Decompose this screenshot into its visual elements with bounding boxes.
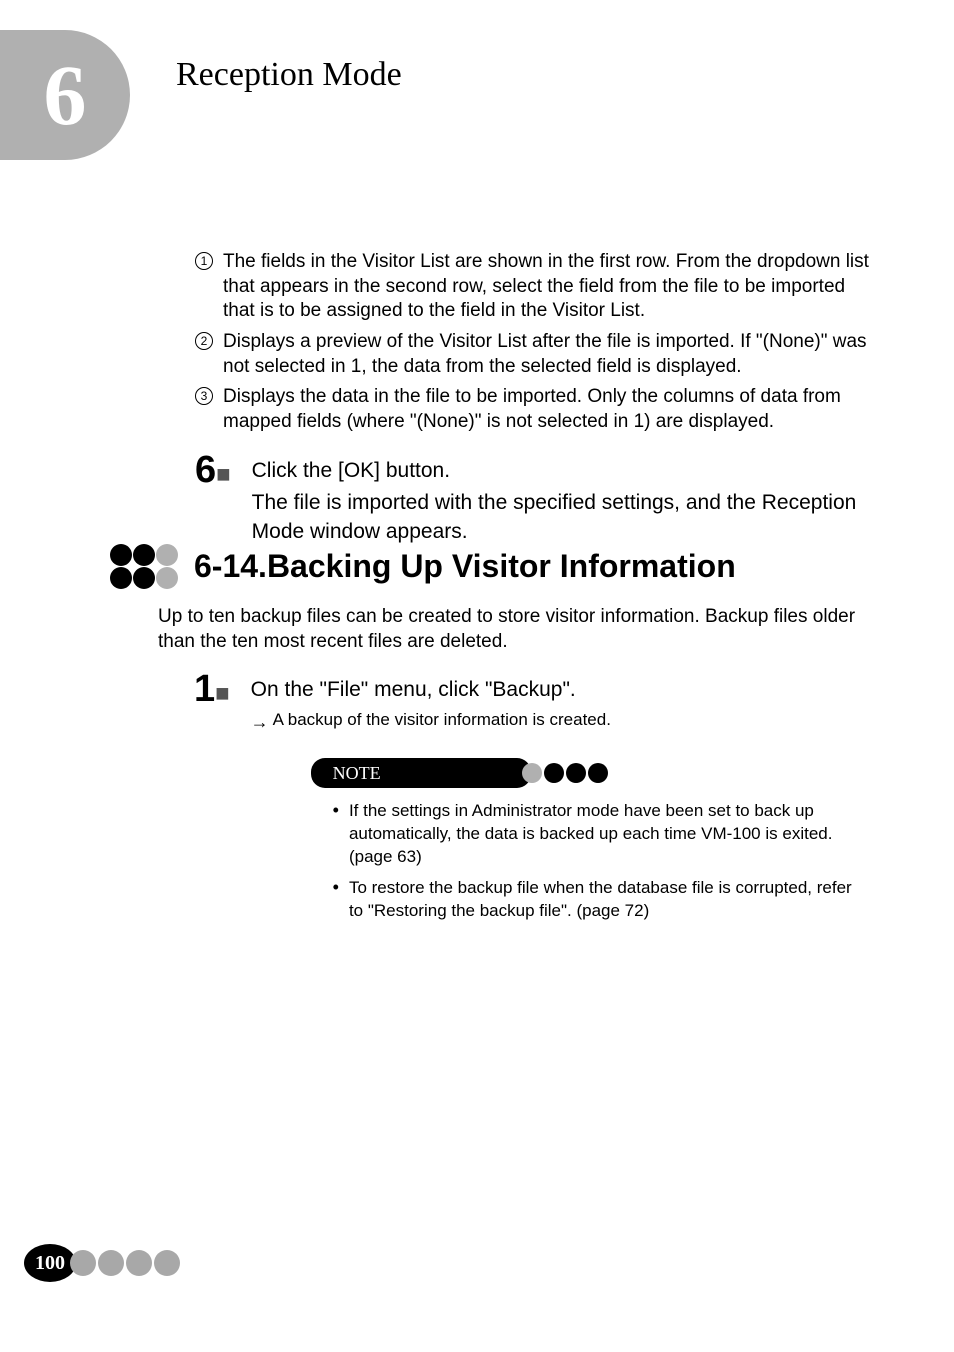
- section-dots-icon: [110, 544, 178, 589]
- chapter-badge: 6: [0, 30, 130, 160]
- footer: 100: [24, 1244, 180, 1282]
- note-bullet-item: • To restore the backup file when the da…: [333, 877, 869, 923]
- circled-item-text: Displays the data in the file to be impo…: [223, 385, 869, 434]
- circled-number-list: 1 The fields in the Visitor List are sho…: [195, 250, 869, 435]
- step-number-digit: 6: [195, 449, 215, 491]
- circled-item-text: Displays a preview of the Visitor List a…: [223, 330, 869, 379]
- step-1: 1■ On the "File" menu, click "Backup". →…: [194, 670, 869, 931]
- circled-item-3: 3 Displays the data in the file to be im…: [195, 385, 869, 434]
- step-number: 1■: [194, 670, 229, 708]
- circled-num-icon: 3: [195, 387, 213, 405]
- chapter-title: Reception Mode: [176, 56, 402, 94]
- bullet-icon: •: [333, 877, 339, 899]
- circled-item-1: 1 The fields in the Visitor List are sho…: [195, 250, 869, 324]
- step-body: On the "File" menu, click "Backup". → A …: [251, 670, 869, 931]
- page-number: 100: [35, 1252, 65, 1275]
- note-bullet-item: • If the settings in Administrator mode …: [333, 800, 869, 869]
- step-6: 6■ Click the [OK] button. The file is im…: [195, 451, 869, 546]
- bullet-text: To restore the backup file when the data…: [349, 877, 869, 923]
- step-number-digit: 1: [194, 668, 214, 710]
- circled-item-2: 2 Displays a preview of the Visitor List…: [195, 330, 869, 379]
- note-pill: NOTE: [311, 758, 531, 788]
- chapter-number: 6: [44, 52, 87, 138]
- bullet-icon: •: [333, 800, 339, 822]
- section-heading-row: 6-14.Backing Up Visitor Information: [110, 544, 869, 589]
- step-body: Click the [OK] button. The file is impor…: [252, 451, 869, 546]
- step-line: On the "File" menu, click "Backup".: [251, 676, 869, 704]
- step-number-dot-icon: ■: [215, 680, 229, 707]
- circled-num-icon: 2: [195, 332, 213, 350]
- content-block-top: 1 The fields in the Visitor List are sho…: [195, 250, 869, 546]
- arrow-icon: →: [251, 710, 269, 734]
- circled-item-text: The fields in the Visitor List are shown…: [223, 250, 869, 324]
- section-intro-text: Up to ten backup files can be created to…: [158, 605, 869, 654]
- bullet-text: If the settings in Administrator mode ha…: [349, 800, 869, 869]
- step-line: Click the [OK] button.: [252, 457, 869, 485]
- footer-dots-icon: [80, 1250, 180, 1276]
- arrow-result-line: → A backup of the visitor information is…: [251, 709, 869, 734]
- step-number-dot-icon: ■: [216, 461, 230, 488]
- page-number-badge: 100: [24, 1244, 76, 1282]
- step-number: 6■: [195, 451, 230, 489]
- section-title: 6-14.Backing Up Visitor Information: [194, 548, 736, 585]
- note-label-row: NOTE: [311, 758, 869, 788]
- arrow-text: A backup of the visitor information is c…: [273, 709, 611, 732]
- note-bullet-list: • If the settings in Administrator mode …: [333, 800, 869, 923]
- step-line: The file is imported with the specified …: [252, 489, 869, 546]
- circled-num-icon: 1: [195, 252, 213, 270]
- page: 6 Reception Mode 1 The fields in the Vis…: [0, 0, 954, 1352]
- note-trail-dots-icon: [537, 763, 608, 783]
- note-block: NOTE • If the settings in Administrator …: [311, 758, 869, 923]
- section-6-14: 6-14.Backing Up Visitor Information Up t…: [110, 544, 869, 931]
